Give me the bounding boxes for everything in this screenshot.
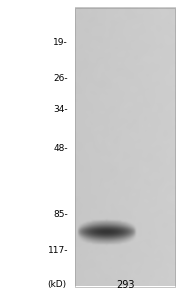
Text: (kD): (kD) [47,280,66,290]
Text: 19-: 19- [53,38,68,47]
Bar [75,8,175,286]
Text: 117-: 117- [47,246,68,255]
Text: 293: 293 [116,280,135,290]
Text: 34-: 34- [53,105,68,114]
Text: 85-: 85- [53,210,68,219]
Text: 48-: 48- [53,144,68,153]
Text: 26-: 26- [53,74,68,83]
